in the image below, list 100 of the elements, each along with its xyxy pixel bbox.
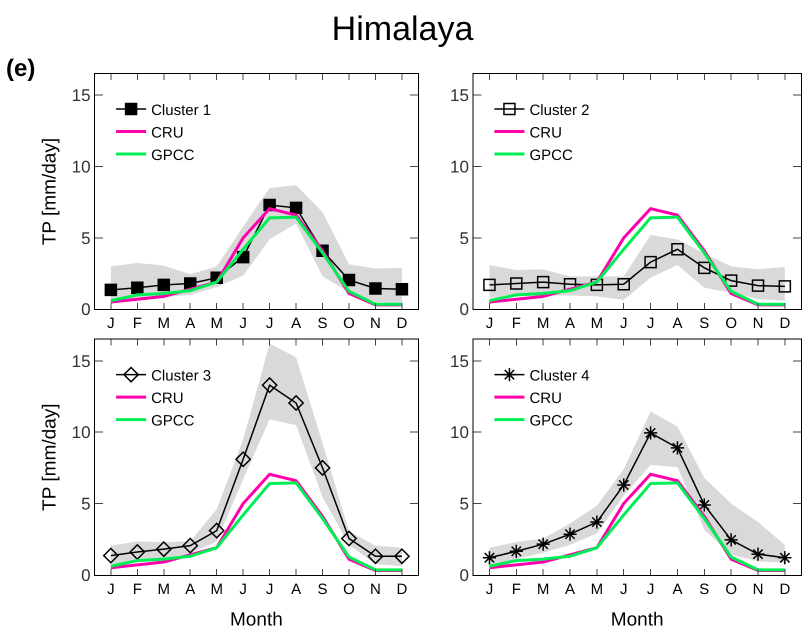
x-axis-title: Month [610,610,664,631]
legend-label: GPCC [151,146,195,164]
point [102,548,119,564]
point [341,530,357,546]
y-tick-label: 5 [459,494,469,514]
point [698,262,711,274]
x-tick-label: A [565,315,576,332]
x-tick-label: N [752,315,764,332]
legend-label: GPCC [529,146,573,164]
x-tick-label: A [672,315,682,332]
legend-label: CRU [151,124,184,142]
x-tick-label: J [266,315,274,332]
y-tick-label: 0 [459,300,469,320]
x-tick-label: A [185,315,196,332]
point [129,544,146,560]
point [671,243,684,256]
x-tick-label: S [699,315,710,332]
point [644,256,657,268]
x-tick-label: N [752,580,764,598]
x-tick-label: O [343,315,355,332]
point [617,278,630,290]
point [696,498,712,512]
point [482,550,497,566]
legend-label: Cluster 2 [529,102,590,119]
x-tick-label: D [396,580,408,598]
y-tick-label: 15 [450,352,469,371]
point [778,280,792,293]
chart-title: Himalaya [332,10,474,48]
point [510,277,523,290]
point [235,451,252,468]
y-axis-title: TP [mm/day] [40,138,61,246]
point [104,284,118,296]
x-tick-label: O [725,315,737,332]
x-axis-title: Month [230,610,283,631]
y-tick-label: 10 [450,157,469,176]
x-tick-label: D [396,315,408,332]
x-tick-label: D [779,580,790,598]
point [158,278,170,292]
x-tick-label: A [672,580,682,598]
x-tick-label: F [512,580,521,598]
point [752,279,764,292]
legend-label: GPCC [151,412,195,430]
x-tick-label: M [536,315,550,332]
point [131,282,144,294]
y-tick-label: 15 [72,86,91,106]
x-tick-label: A [291,580,302,598]
point [156,541,172,558]
x-tick-label: O [343,580,355,598]
x-tick-label: F [132,580,142,598]
x-tick-label: F [512,315,521,332]
point [483,278,496,292]
x-tick-label: N [370,580,381,598]
point [342,274,356,286]
x-tick-label: J [266,580,274,598]
y-tick-label: 10 [72,157,91,176]
point [536,536,551,552]
y-tick-label: 10 [72,423,91,442]
x-tick-label: J [646,315,654,332]
x-tick-label: M [210,580,223,598]
legend-label: CRU [529,124,562,142]
point [262,377,278,394]
legend-label: Cluster 3 [151,368,212,385]
x-tick-label: J [646,580,654,598]
x-tick-label: M [158,315,170,332]
y-tick-label: 5 [459,228,469,248]
x-tick-label: A [185,580,196,598]
point [314,460,330,476]
legend-label: CRU [151,390,184,408]
y-tick-label: 0 [81,300,91,320]
x-tick-label: M [536,580,550,598]
point [536,276,550,288]
point [394,548,410,564]
x-tick-label: S [318,580,328,598]
x-tick-label: N [370,315,381,332]
legend-label: Cluster 4 [529,368,590,385]
y-tick-label: 15 [450,86,469,106]
point [182,538,198,554]
x-tick-label: J [239,315,247,332]
legend-label: Cluster 1 [151,102,212,119]
x-tick-label: J [620,580,628,598]
y-tick-label: 5 [81,494,91,514]
x-tick-label: S [318,315,328,332]
y-tick-label: 0 [81,566,91,585]
x-tick-label: J [486,580,494,598]
y-axis-title: TP [mm/day] [40,403,61,511]
point [643,426,658,440]
x-tick-label: M [590,315,604,332]
point [290,202,302,214]
point [396,282,408,296]
point [750,546,766,562]
x-tick-label: M [210,315,223,332]
point [208,522,225,539]
point [288,395,304,411]
x-tick-label: M [158,580,170,598]
point [368,548,384,564]
point [670,440,685,456]
y-tick-label: 15 [72,352,91,371]
point [778,550,792,566]
point [562,526,578,542]
point [590,514,604,530]
